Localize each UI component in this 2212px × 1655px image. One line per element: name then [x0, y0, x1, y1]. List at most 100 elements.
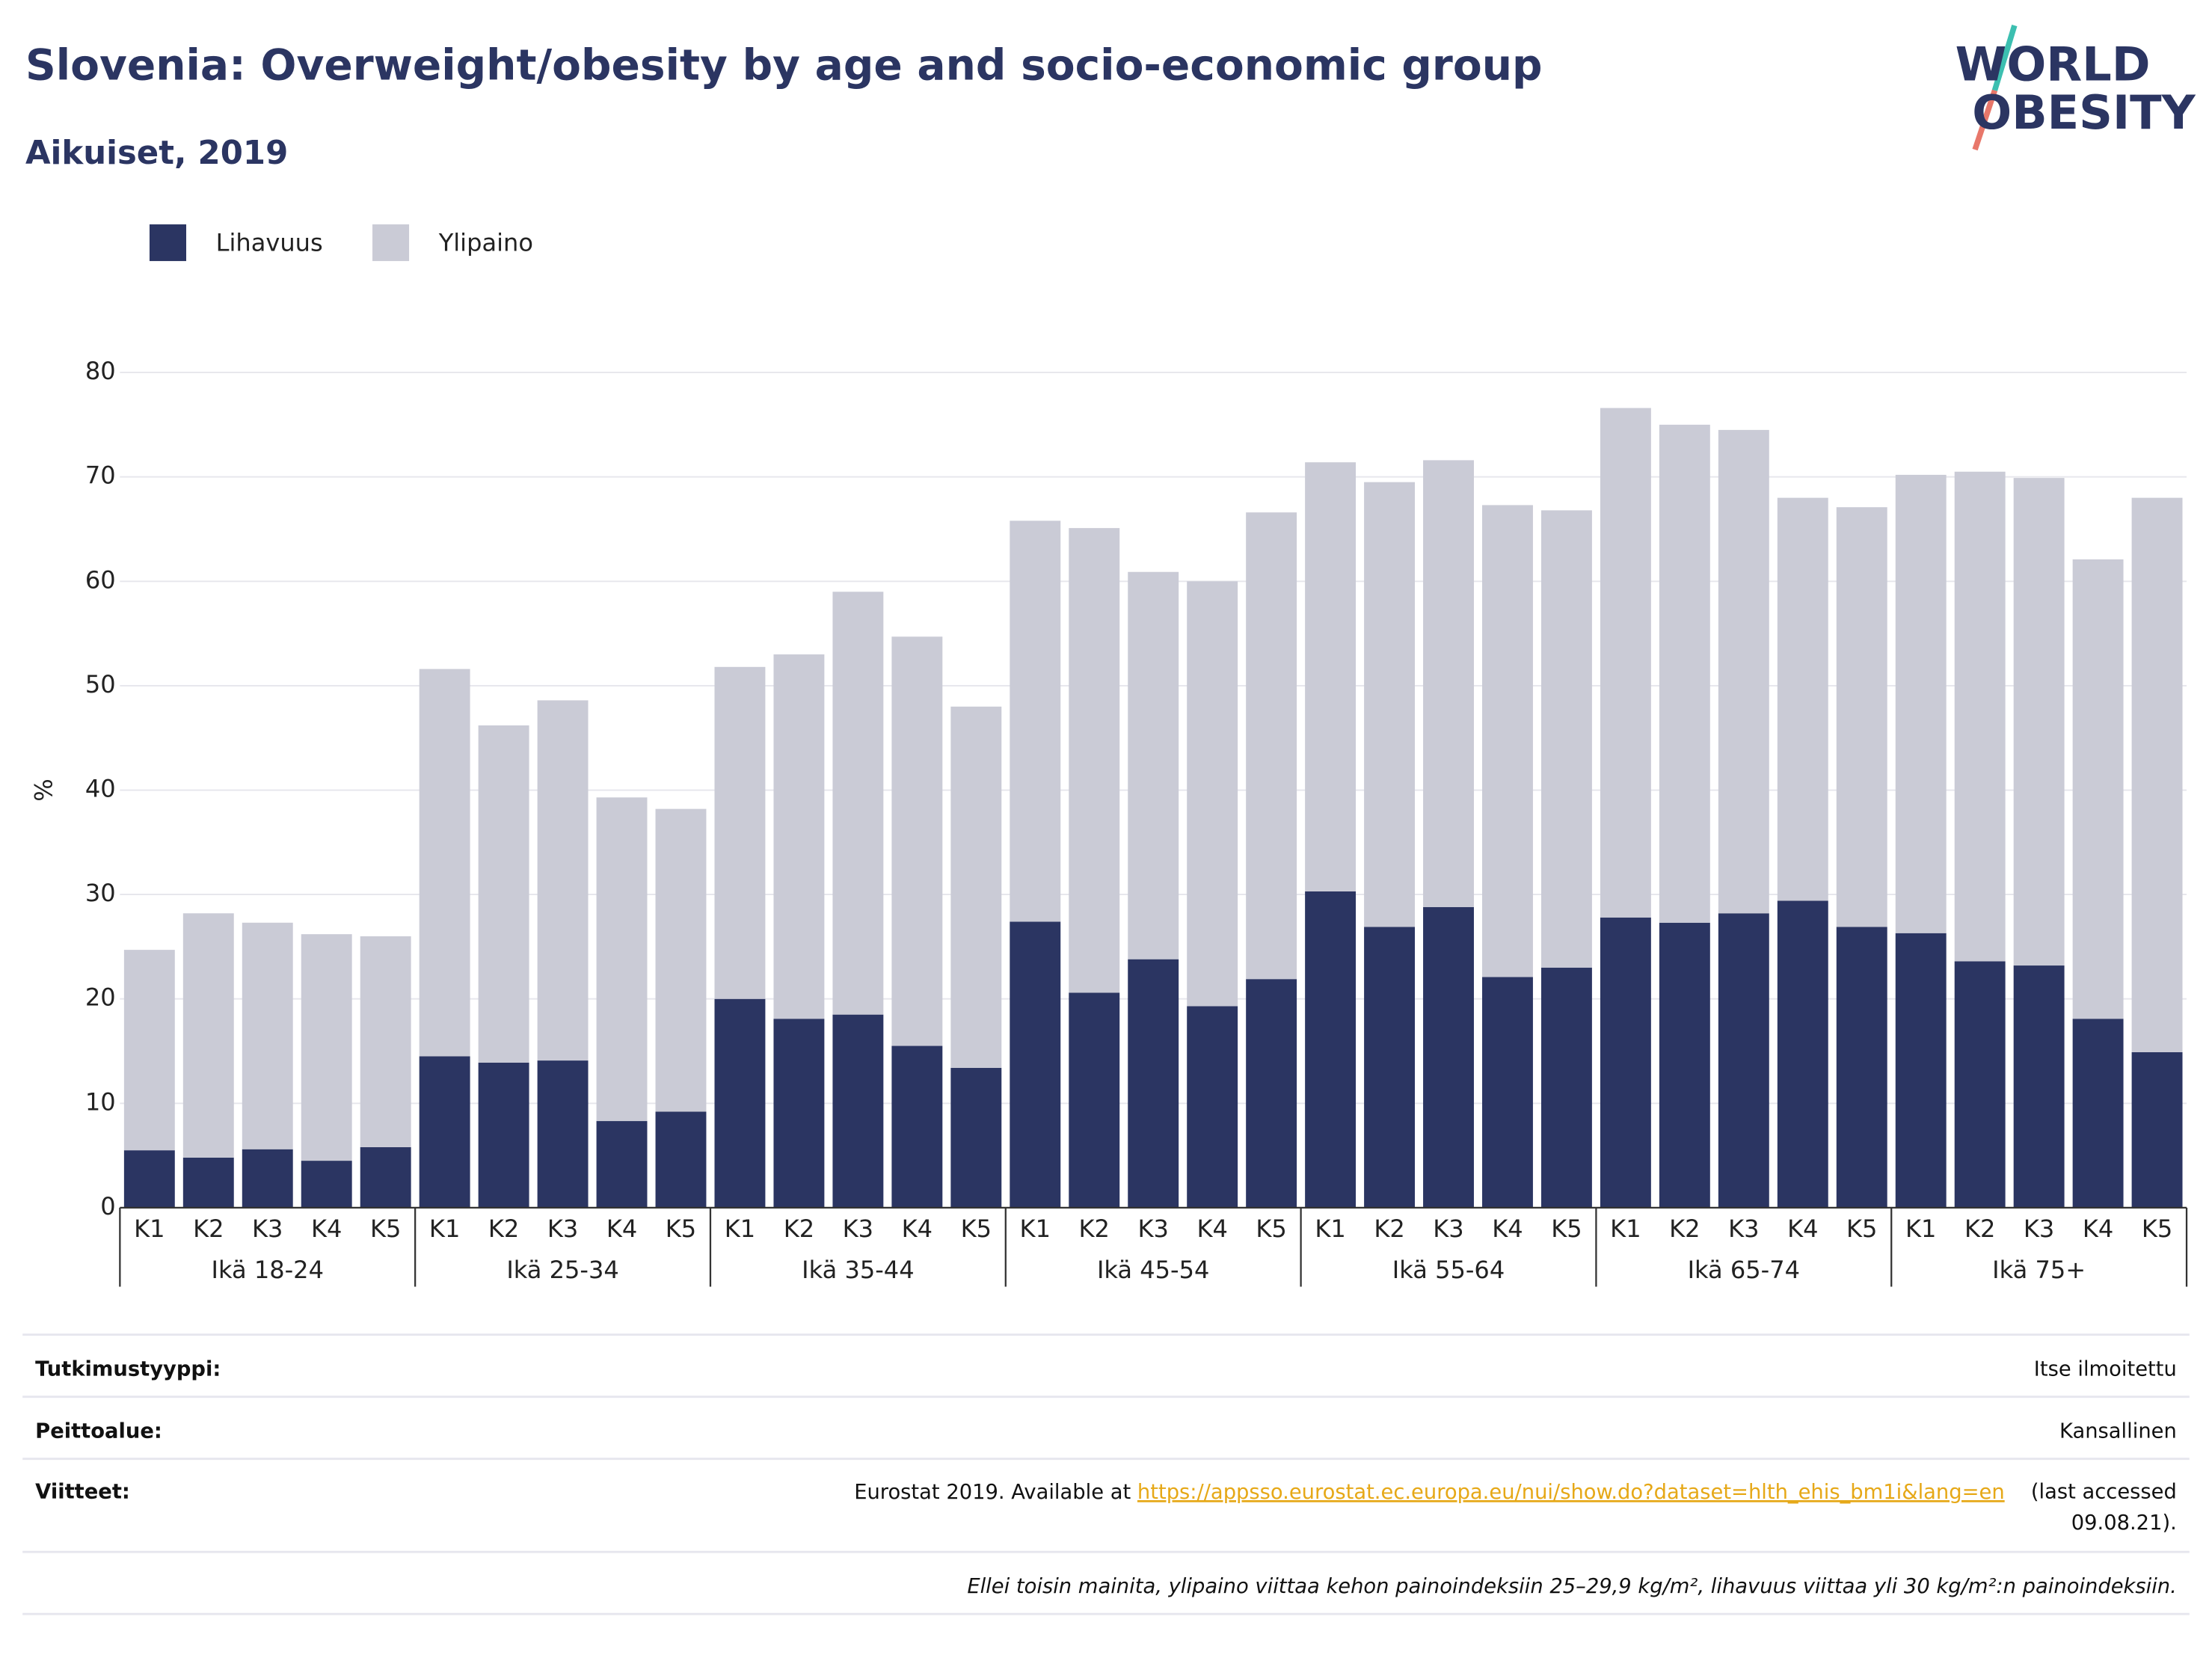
reference-text: 09.08.21). — [2071, 1511, 2177, 1535]
bar-segment — [537, 700, 589, 1061]
x-tick-label: K3 — [1433, 1215, 1463, 1243]
bar-segment — [1305, 891, 1357, 1208]
y-tick-label: 20 — [85, 983, 116, 1012]
logo-text: WORLD — [1956, 37, 2151, 92]
bar-segment — [2072, 559, 2124, 1019]
footer-note: Ellei toisin mainita, ylipaino viittaa k… — [967, 1575, 2177, 1598]
x-tick-label: K4 — [2083, 1215, 2113, 1243]
x-tick-label: K1 — [429, 1215, 460, 1243]
bar-segment — [419, 1056, 470, 1208]
y-tick-label: 40 — [85, 775, 116, 803]
bar-segment — [1836, 507, 1887, 927]
chart-title: Slovenia: Overweight/obesity by age and … — [25, 40, 1543, 90]
x-tick-label: K5 — [1551, 1215, 1582, 1243]
bar-segment — [242, 922, 293, 1149]
reference-text: (last accessed — [2031, 1480, 2177, 1503]
y-tick-label: 60 — [85, 565, 116, 594]
logo-text: OBESITY — [1972, 85, 2196, 140]
bar-segment — [773, 1019, 825, 1208]
bar-segment — [1482, 505, 1533, 977]
bar-segment — [537, 1060, 589, 1208]
x-tick-label: K2 — [488, 1215, 519, 1243]
group-label: Ikä 55-64 — [1392, 1256, 1505, 1284]
group-label: Ikä 35-44 — [802, 1256, 914, 1284]
bar-segment — [1777, 497, 1828, 901]
bar-segment — [714, 998, 766, 1208]
bar-segment — [478, 725, 529, 1063]
bar-segment — [478, 1062, 529, 1208]
y-tick-label: 80 — [85, 357, 116, 385]
legend-swatch — [372, 224, 410, 262]
footer-label: Viitteet: — [35, 1480, 130, 1503]
bar-segment — [1540, 967, 1592, 1208]
bar-segment — [891, 636, 943, 1046]
bar-segment — [1895, 933, 1947, 1208]
x-tick-label: K1 — [134, 1215, 165, 1243]
footer-value: Kansallinen — [2059, 1419, 2177, 1443]
x-tick-label: K3 — [2024, 1215, 2054, 1243]
bar-segment — [360, 1146, 411, 1208]
x-tick-label: K2 — [193, 1215, 224, 1243]
x-tick-label: K5 — [370, 1215, 401, 1243]
bar-segment — [773, 654, 825, 1019]
bar-segment — [596, 1121, 648, 1208]
legend-label: Lihavuus — [216, 228, 323, 257]
bar-segment — [182, 1157, 234, 1208]
bar-segment — [714, 666, 766, 999]
group-label: Ikä 25-34 — [506, 1256, 618, 1284]
bar-segment — [832, 592, 884, 1015]
y-tick-label: 50 — [85, 670, 116, 698]
bar-segment — [2072, 1019, 2124, 1208]
x-tick-label: K2 — [1964, 1215, 1995, 1243]
bar-segment — [360, 936, 411, 1147]
reference-text: Eurostat 2019. Available at — [854, 1480, 1137, 1503]
x-tick-label: K2 — [1374, 1215, 1404, 1243]
bar-segment — [123, 1150, 175, 1208]
bar-segment — [2131, 1051, 2183, 1208]
x-tick-label: K3 — [1728, 1215, 1759, 1243]
bar-segment — [1128, 571, 1179, 959]
legend-swatch — [149, 224, 187, 262]
bar-segment — [1069, 528, 1120, 993]
bar-segment — [596, 797, 648, 1122]
x-tick-label: K2 — [1669, 1215, 1700, 1243]
x-tick-label: K2 — [784, 1215, 814, 1243]
x-tick-label: K1 — [725, 1215, 755, 1243]
y-axis-label: % — [29, 779, 58, 801]
x-tick-label: K4 — [311, 1215, 342, 1243]
y-tick-label: 0 — [100, 1192, 115, 1220]
x-tick-label: K1 — [1905, 1215, 1936, 1243]
bar-segment — [1777, 900, 1828, 1208]
x-tick-label: K4 — [606, 1215, 637, 1243]
x-tick-label: K2 — [1079, 1215, 1110, 1243]
y-tick-label: 10 — [85, 1087, 116, 1116]
bar-segment — [2013, 478, 2065, 966]
group-label: Ikä 18-24 — [212, 1256, 324, 1284]
bar-segment — [950, 706, 1002, 1068]
x-tick-label: K4 — [1492, 1215, 1523, 1243]
y-tick-label: 70 — [85, 461, 116, 490]
y-tick-label: 30 — [85, 879, 116, 907]
bar-segment — [301, 1161, 352, 1208]
bar-segment — [655, 808, 707, 1112]
legend-label: Ylipaino — [438, 228, 533, 257]
reference-link[interactable]: https://appsso.eurostat.ec.europa.eu/nui… — [1137, 1480, 2005, 1503]
x-tick-label: K3 — [843, 1215, 873, 1243]
logo: WORLD OBESITY — [1956, 24, 2196, 151]
logo-stroke — [1991, 24, 2018, 91]
bar-segment — [1364, 482, 1416, 927]
bar-segment — [1128, 959, 1179, 1208]
x-tick-label: K3 — [547, 1215, 578, 1243]
bar-segment — [655, 1111, 707, 1208]
bar-segment — [1246, 512, 1297, 980]
bar-segment — [1659, 424, 1710, 923]
x-tick-label: K5 — [1846, 1215, 1877, 1243]
group-label: Ikä 65-74 — [1688, 1256, 1800, 1284]
bar-segment — [1010, 521, 1061, 922]
bar-segment — [891, 1045, 943, 1208]
bar-segment — [1069, 992, 1120, 1208]
bar-segment — [2131, 497, 2183, 1052]
bar-segment — [1895, 474, 1947, 933]
footer-label: Tutkimustyyppi: — [35, 1357, 221, 1381]
x-tick-label: K3 — [252, 1215, 283, 1243]
